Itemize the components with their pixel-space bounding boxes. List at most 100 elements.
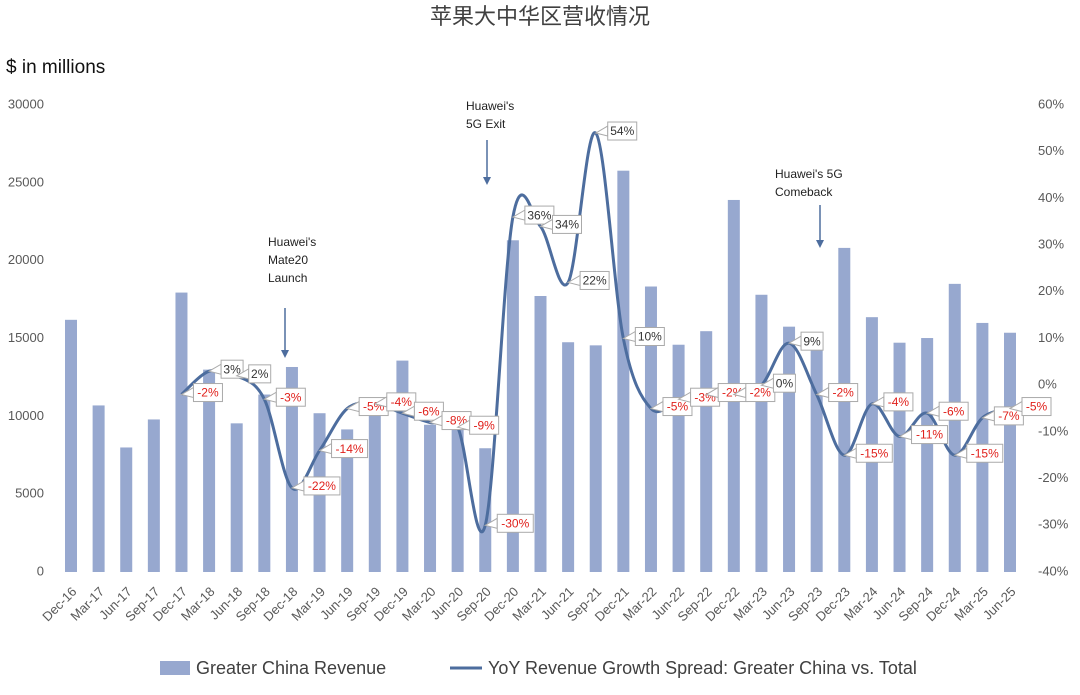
value-label-group: -7% xyxy=(981,406,1024,426)
legend-label: Greater China Revenue xyxy=(196,658,386,678)
value-label: -11% xyxy=(916,428,943,442)
bar xyxy=(92,405,105,572)
bar xyxy=(672,344,685,572)
value-label-group: -6% xyxy=(401,401,444,421)
value-label-group: -5% xyxy=(1008,397,1052,417)
annotation: Huawei's xyxy=(268,235,316,249)
value-label-group: 10% xyxy=(622,327,665,346)
annotation: Huawei's xyxy=(466,99,514,113)
value-label-group: -2% xyxy=(732,383,776,403)
value-label: -5% xyxy=(1026,400,1048,414)
y2-tick-label: -40% xyxy=(1038,563,1069,578)
y2-tick-label: -10% xyxy=(1038,423,1069,438)
callout-box xyxy=(192,383,223,403)
legend-swatch xyxy=(160,661,190,675)
callout-box xyxy=(938,401,969,421)
y-tick-label: 0 xyxy=(37,563,44,578)
value-label: -6% xyxy=(418,404,440,418)
chart-title: 苹果大中华区营收情况 xyxy=(430,4,650,29)
bar xyxy=(810,337,823,572)
value-label-group: -2% xyxy=(180,383,223,403)
bar xyxy=(893,342,906,572)
value-label: -5% xyxy=(667,400,689,414)
bar xyxy=(341,429,354,572)
y-tick-label: 15000 xyxy=(8,330,44,345)
value-label: 10% xyxy=(638,330,662,344)
bar xyxy=(644,286,657,572)
bar xyxy=(396,360,409,572)
callout-box xyxy=(855,443,893,463)
value-label-group: -9% xyxy=(456,415,500,435)
value-label-group: 9% xyxy=(787,331,824,351)
annotation-arrowhead xyxy=(281,350,289,358)
value-label: 22% xyxy=(583,274,607,288)
value-label-group: -4% xyxy=(373,392,417,412)
callout-box xyxy=(469,415,500,435)
y2-tick-label: -30% xyxy=(1038,517,1069,532)
value-label-group: -5% xyxy=(649,397,693,417)
bar xyxy=(1004,332,1016,572)
value-label-group: 54% xyxy=(594,121,638,141)
callout-box xyxy=(607,121,638,141)
value-label: 34% xyxy=(555,218,579,232)
value-label: -22% xyxy=(308,479,336,493)
callout-box xyxy=(911,425,949,445)
y-tick-label: 25000 xyxy=(8,174,44,189)
value-label: -4% xyxy=(888,395,910,409)
bar xyxy=(368,400,381,572)
annotation: Mate20 xyxy=(268,253,308,267)
bar xyxy=(506,240,519,572)
value-label: -6% xyxy=(943,404,965,418)
y2-tick-label: 0% xyxy=(1038,377,1057,392)
y-tick-label: 30000 xyxy=(8,96,44,111)
bar xyxy=(285,366,298,572)
value-label-group: 22% xyxy=(566,270,610,290)
bar xyxy=(175,292,188,572)
value-label-group: 2% xyxy=(235,364,272,384)
value-label-group: 0% xyxy=(760,373,796,393)
value-label-group: -11% xyxy=(898,425,949,445)
y-tick-label: 5000 xyxy=(15,486,44,501)
value-label: -3% xyxy=(280,390,302,404)
callout-box xyxy=(220,359,244,379)
value-label: -15% xyxy=(860,446,888,460)
value-label-group: -15% xyxy=(842,443,893,463)
value-label: -2% xyxy=(750,386,772,400)
value-label-group: -6% xyxy=(925,401,969,421)
y2-tick-label: 30% xyxy=(1038,237,1064,252)
value-label-group: -4% xyxy=(870,392,914,412)
callout-box xyxy=(634,327,665,346)
bar xyxy=(120,447,133,572)
y-axis-label: $ in millions xyxy=(6,57,105,78)
value-label: -2% xyxy=(197,386,219,400)
value-label: -2% xyxy=(833,386,855,400)
bar xyxy=(948,283,961,572)
annotation: 5G Exit xyxy=(466,117,506,131)
value-label: -2% xyxy=(722,386,744,400)
bar xyxy=(147,419,160,572)
callout-box xyxy=(1021,397,1052,417)
value-label: 0% xyxy=(776,376,794,390)
callout-box xyxy=(800,331,824,351)
bar xyxy=(65,319,77,572)
y-tick-label: 20000 xyxy=(8,252,44,267)
annotation-arrowhead xyxy=(483,177,491,185)
value-label: -30% xyxy=(501,516,529,530)
value-label: 54% xyxy=(610,124,634,138)
value-label: -4% xyxy=(391,395,413,409)
value-label-group: -30% xyxy=(483,513,534,533)
callout-box xyxy=(275,387,306,407)
value-label: 9% xyxy=(803,334,821,348)
callout-box xyxy=(552,214,582,234)
bar xyxy=(783,326,796,572)
value-label: 3% xyxy=(223,362,241,376)
callout-box xyxy=(883,392,914,412)
bar xyxy=(424,424,437,572)
callout-box xyxy=(828,383,859,403)
bar xyxy=(921,338,934,572)
annotation: Launch xyxy=(268,271,307,285)
bar xyxy=(534,296,547,572)
y2-tick-label: 40% xyxy=(1038,190,1064,205)
callout-box xyxy=(966,443,1004,463)
